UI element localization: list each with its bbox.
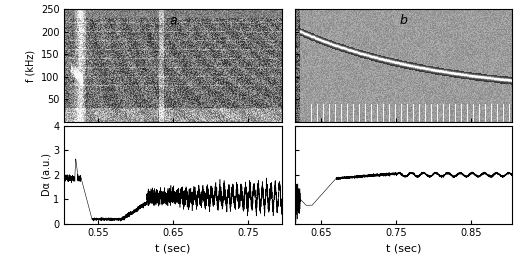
Text: b: b (400, 14, 407, 27)
X-axis label: t (sec): t (sec) (156, 244, 191, 254)
X-axis label: t (sec): t (sec) (386, 244, 421, 254)
Y-axis label: f (kHz): f (kHz) (25, 50, 36, 82)
Y-axis label: Dα (a.u.): Dα (a.u.) (42, 153, 52, 196)
Text: a: a (169, 14, 177, 27)
